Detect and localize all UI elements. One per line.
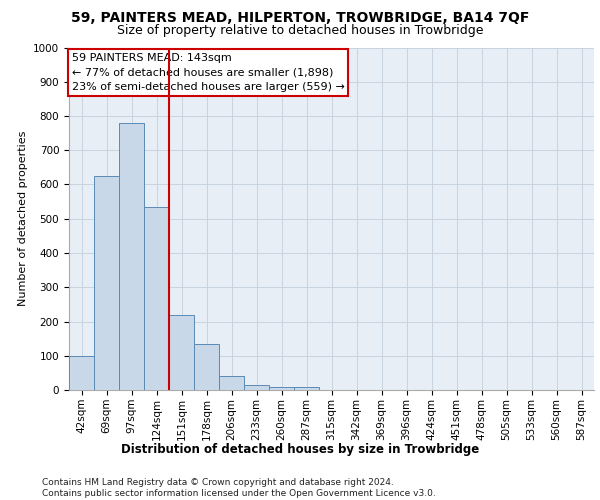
Text: Distribution of detached houses by size in Trowbridge: Distribution of detached houses by size …: [121, 442, 479, 456]
Y-axis label: Number of detached properties: Number of detached properties: [17, 131, 28, 306]
Text: 59, PAINTERS MEAD, HILPERTON, TROWBRIDGE, BA14 7QF: 59, PAINTERS MEAD, HILPERTON, TROWBRIDGE…: [71, 11, 529, 25]
Bar: [169, 314, 194, 390]
Bar: [194, 344, 219, 390]
Bar: [294, 388, 319, 390]
Bar: [144, 207, 169, 390]
Text: Contains HM Land Registry data © Crown copyright and database right 2024.
Contai: Contains HM Land Registry data © Crown c…: [42, 478, 436, 498]
Text: 59 PAINTERS MEAD: 143sqm
← 77% of detached houses are smaller (1,898)
23% of sem: 59 PAINTERS MEAD: 143sqm ← 77% of detach…: [71, 52, 344, 92]
Text: Size of property relative to detached houses in Trowbridge: Size of property relative to detached ho…: [117, 24, 483, 37]
Bar: [269, 386, 294, 390]
Bar: [119, 123, 144, 390]
Bar: [69, 356, 94, 390]
Bar: [219, 376, 244, 390]
Bar: [94, 176, 119, 390]
Bar: [244, 385, 269, 390]
